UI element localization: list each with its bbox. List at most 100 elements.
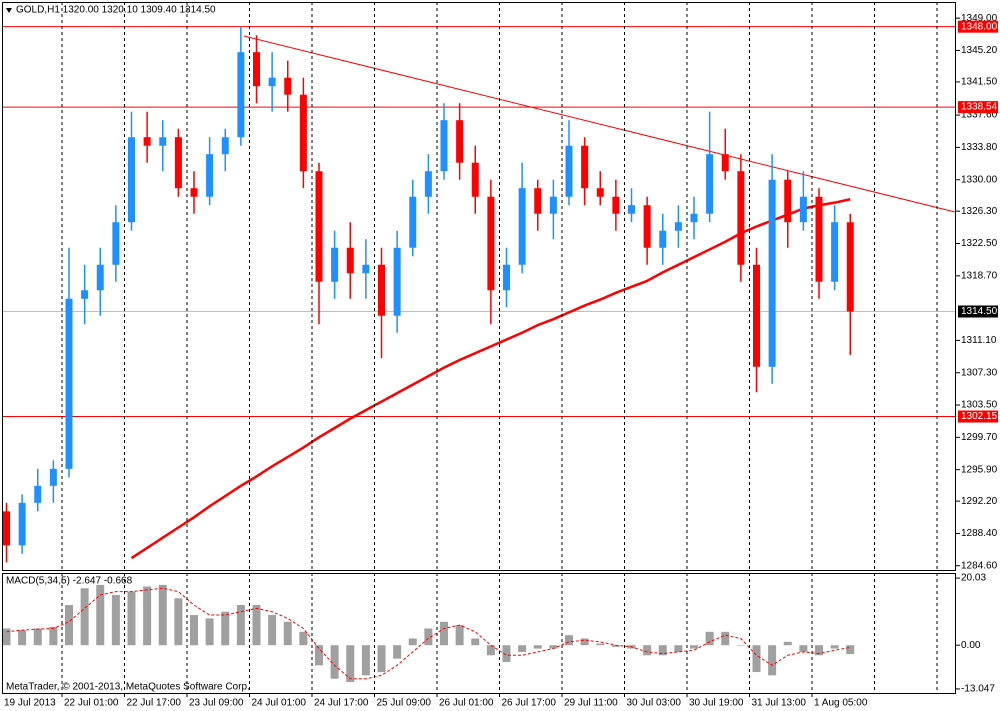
x-tick-label: 25 Jul 09:00 xyxy=(377,698,432,709)
candle-body xyxy=(581,145,589,189)
y-tick-label: 1333.80 xyxy=(961,142,998,153)
macd-bar xyxy=(80,588,89,646)
level-label: 1338.54 xyxy=(961,102,998,113)
candle-body xyxy=(706,154,714,214)
candle-body xyxy=(174,137,182,189)
macd-y-tick-label: 0.00 xyxy=(961,640,981,651)
macd-bar xyxy=(221,611,230,646)
macd-bar xyxy=(127,591,136,646)
macd-bar xyxy=(752,645,761,673)
x-tick-label: 30 Jul 19:00 xyxy=(689,698,744,709)
macd-bar xyxy=(518,645,527,652)
candle-body xyxy=(346,247,354,274)
candle-body xyxy=(18,502,26,546)
macd-title: MACD(5,34,5) -2.647 -0.668 xyxy=(6,576,133,587)
macd-frame xyxy=(2,573,956,694)
candle-body xyxy=(831,222,839,282)
macd-pane xyxy=(2,584,855,683)
level-label-box xyxy=(958,410,998,423)
macd-bar xyxy=(658,645,667,656)
candle-body xyxy=(393,247,401,316)
candle-body xyxy=(315,171,323,282)
trendline xyxy=(243,35,956,213)
candle-body xyxy=(143,137,151,146)
y-tick-label: 1318.70 xyxy=(961,270,998,281)
y-tick-label: 1337.60 xyxy=(961,110,998,121)
candle-body xyxy=(768,179,776,367)
macd-bar xyxy=(690,645,698,649)
candle-body xyxy=(471,162,479,197)
macd-bar xyxy=(455,625,464,646)
candle-body xyxy=(49,468,57,486)
macd-bar xyxy=(299,631,308,646)
candle-body xyxy=(518,188,526,265)
macd-bar xyxy=(815,645,823,656)
candle-body xyxy=(674,222,682,231)
macd-bar xyxy=(65,605,73,646)
y-tick-label: 1299.70 xyxy=(961,432,998,443)
candle-body xyxy=(456,120,464,163)
price-frame xyxy=(2,2,956,571)
candle-body xyxy=(268,77,276,87)
macd-bar xyxy=(205,618,214,646)
candle-body xyxy=(96,264,104,291)
macd-bar xyxy=(361,645,370,676)
y-tick-label: 1295.90 xyxy=(961,464,998,475)
y-tick-label: 1284.60 xyxy=(961,560,998,571)
candle-body xyxy=(378,264,385,316)
candle-body xyxy=(721,154,729,172)
y-tick-label: 1341.50 xyxy=(961,77,998,88)
candle-body xyxy=(565,145,573,197)
x-tick-label: 29 Jul 11:00 xyxy=(564,698,618,709)
last-price-label: 1314.50 xyxy=(961,306,998,317)
candle-body xyxy=(112,222,120,265)
macd-bar xyxy=(236,605,245,646)
moving-average xyxy=(130,198,851,560)
menu-arrow xyxy=(6,8,12,13)
macd-bar xyxy=(33,628,42,646)
candle-body xyxy=(753,264,760,367)
macd-bar xyxy=(174,598,183,646)
level-label-box xyxy=(958,20,998,33)
candle-body xyxy=(253,52,260,87)
candle-body xyxy=(331,247,339,282)
x-tick-label: 23 Jul 09:00 xyxy=(189,698,244,709)
macd-bar xyxy=(502,645,511,662)
macd-bar xyxy=(330,645,339,679)
y-tick-label: 1311.10 xyxy=(961,335,997,346)
candle-body xyxy=(221,137,229,155)
macd-bar xyxy=(143,586,152,646)
macd-bar xyxy=(486,645,495,656)
macd-bar xyxy=(315,645,323,666)
candle-body xyxy=(815,196,823,282)
macd-bar xyxy=(736,645,745,646)
candle-body xyxy=(534,188,542,214)
candle-body xyxy=(159,137,167,146)
candle-body xyxy=(284,77,292,95)
candle-body xyxy=(3,511,10,546)
candle-body xyxy=(549,196,557,214)
macd-bar xyxy=(799,645,808,652)
candle-body xyxy=(128,137,135,223)
macd-bar xyxy=(471,638,480,646)
macd-bar xyxy=(377,645,386,673)
macd-bar xyxy=(596,643,605,646)
macd-bar xyxy=(674,645,683,652)
price-pane xyxy=(2,26,956,563)
macd-bar xyxy=(158,584,167,646)
y-tick-label: 1330.00 xyxy=(961,174,998,185)
candle-body xyxy=(659,230,667,248)
candle-body xyxy=(299,94,307,172)
candle-body xyxy=(487,196,495,291)
y-tick-label: 1303.50 xyxy=(961,400,998,411)
x-tick-label: 26 Jul 17:00 xyxy=(502,698,557,709)
candle-body xyxy=(784,179,792,223)
candle-body xyxy=(643,205,651,248)
macd-bar xyxy=(768,645,777,676)
chart-title: GOLD,H1 1320.00 1320.10 1309.40 1314.50 xyxy=(16,5,216,16)
candle-body xyxy=(34,485,42,503)
y-tick-label: 1349.00 xyxy=(961,13,998,24)
macd-bar xyxy=(705,631,714,646)
